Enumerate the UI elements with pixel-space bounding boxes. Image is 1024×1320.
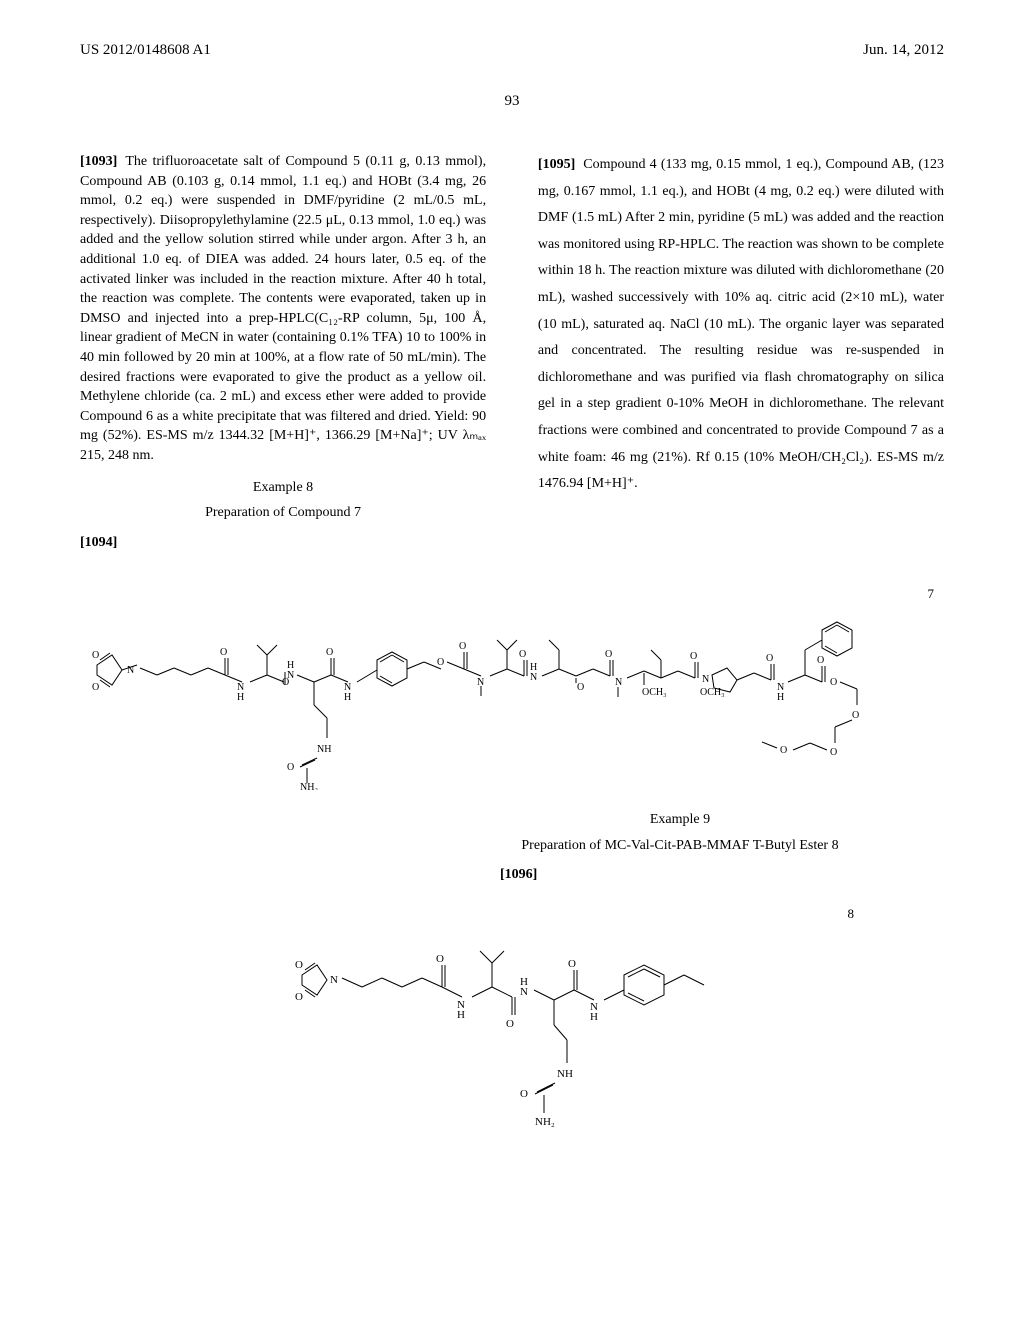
- svg-text:O: O: [577, 682, 584, 693]
- right-column: [1095]Compound 4 (133 mg, 0.15 mmol, 1 e…: [538, 152, 944, 506]
- svg-text:O: O: [830, 747, 837, 758]
- svg-text:N: N: [702, 674, 709, 685]
- para-text-1093: The trifluoroacetate salt of Compound 5 …: [80, 154, 486, 463]
- svg-text:O: O: [220, 647, 227, 658]
- para-number-1095: [1095]: [538, 157, 575, 172]
- svg-text:NH: NH: [317, 744, 331, 755]
- para-number-1093: [1093]: [80, 154, 117, 169]
- svg-text:H: H: [777, 692, 784, 703]
- para-number-1096: [1096]: [500, 867, 537, 882]
- svg-text:H: H: [237, 692, 244, 703]
- svg-text:O: O: [436, 953, 444, 965]
- svg-text:O: O: [766, 653, 773, 664]
- svg-text:O: O: [295, 991, 303, 1003]
- svg-text:N: N: [615, 677, 622, 688]
- svg-text:NH: NH: [557, 1068, 573, 1080]
- svg-text:O: O: [605, 649, 612, 660]
- svg-text:O: O: [287, 762, 294, 773]
- svg-text:H: H: [590, 1011, 598, 1023]
- para-text-1095: Compound 4 (133 mg, 0.15 mmol, 1 eq.), C…: [538, 157, 944, 491]
- compound-7-structure: 7 O O N O N H: [80, 560, 944, 790]
- svg-text:N: N: [127, 665, 134, 676]
- svg-text:O: O: [520, 1088, 528, 1100]
- para-number-1094: [1094]: [80, 535, 117, 550]
- svg-text:O: O: [295, 959, 303, 971]
- compound-8-structure: 8 O O N O N H O H: [80, 915, 944, 1135]
- svg-text:OCH₃: OCH₃: [700, 687, 725, 698]
- svg-text:N: N: [330, 974, 338, 986]
- example-9-heading: Example 9: [480, 810, 880, 830]
- svg-text:O: O: [519, 649, 526, 660]
- svg-text:O: O: [690, 651, 697, 662]
- svg-text:N: N: [287, 670, 294, 681]
- chemical-structure-7: O O N O N H O H: [82, 590, 942, 790]
- svg-text:O: O: [780, 745, 787, 756]
- svg-text:NH₂: NH₂: [300, 782, 318, 790]
- svg-text:O: O: [568, 958, 576, 970]
- left-column: [1093]The trifluoroacetate salt of Compo…: [80, 152, 486, 560]
- svg-text:N: N: [520, 986, 528, 998]
- page-number: 93: [80, 91, 944, 112]
- example-8-heading: Example 8: [80, 478, 486, 498]
- svg-text:H: H: [457, 1009, 465, 1021]
- example-9-subheading: Preparation of MC-Val-Cit-PAB-MMAF T-But…: [480, 836, 880, 856]
- example-9-section: Example 9 Preparation of MC-Val-Cit-PAB-…: [80, 810, 944, 885]
- compound-8-label: 8: [848, 905, 855, 923]
- svg-text:O: O: [326, 647, 333, 658]
- svg-text:O: O: [830, 677, 837, 688]
- publication-date: Jun. 14, 2012: [863, 40, 944, 61]
- compound-7-label: 7: [928, 585, 935, 603]
- svg-text:NH₂: NH₂: [535, 1116, 555, 1128]
- svg-text:O: O: [506, 1018, 514, 1030]
- svg-text:H: H: [344, 692, 351, 703]
- svg-text:O: O: [459, 641, 466, 652]
- svg-text:OCH₃: OCH₃: [642, 687, 667, 698]
- svg-text:O: O: [437, 657, 444, 668]
- example-8-subheading: Preparation of Compound 7: [80, 503, 486, 523]
- svg-text:O: O: [852, 710, 859, 721]
- svg-text:O: O: [817, 655, 824, 666]
- svg-text:O: O: [92, 682, 99, 693]
- chemical-structure-8: O O N O N H O H N: [272, 915, 752, 1135]
- svg-text:N: N: [530, 672, 537, 683]
- svg-text:O: O: [92, 650, 99, 661]
- patent-number: US 2012/0148608 A1: [80, 40, 211, 61]
